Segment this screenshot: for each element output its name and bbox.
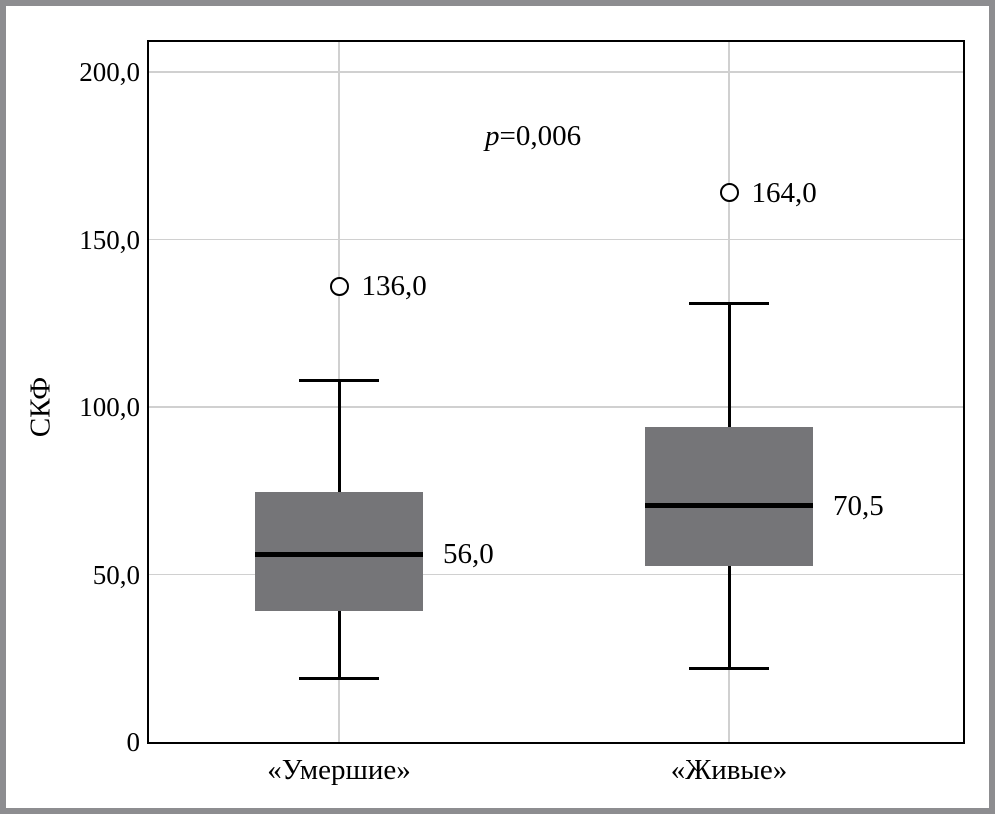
- p-value-annotation: p=0,006: [485, 120, 581, 153]
- whisker-cap-top: [689, 301, 769, 305]
- outlier-value-label: 164,0: [751, 176, 817, 209]
- box: [255, 492, 423, 612]
- outlier-marker: [719, 183, 739, 203]
- whisker-cap-bottom: [689, 666, 769, 670]
- median-value-label: 70,5: [833, 489, 884, 522]
- gridline-horizontal: [149, 573, 963, 576]
- p-value-symbol: p: [485, 120, 500, 152]
- y-tick-label: 0: [126, 727, 141, 757]
- p-value-text: =0,006: [499, 120, 582, 152]
- whisker-cap-top: [299, 378, 379, 382]
- y-tick-label: 100,0: [79, 392, 140, 423]
- gridline-horizontal: [149, 238, 963, 241]
- median-line: [645, 503, 813, 509]
- median-value-label: 56,0: [443, 538, 494, 571]
- outlier-value-label: 136,0: [361, 270, 427, 303]
- category-label: «Живые»: [670, 754, 788, 786]
- gridline-horizontal: [149, 406, 963, 408]
- y-tick-label: 200,0: [79, 57, 140, 88]
- y-tick-label: 150,0: [79, 224, 140, 255]
- gridline-horizontal: [149, 71, 963, 73]
- box: [645, 427, 813, 567]
- y-tick-label: 50,0: [92, 559, 140, 590]
- outlier-marker: [329, 276, 349, 296]
- whisker-cap-bottom: [299, 676, 379, 680]
- median-line: [255, 551, 423, 557]
- category-label: «Умершие»: [267, 754, 411, 786]
